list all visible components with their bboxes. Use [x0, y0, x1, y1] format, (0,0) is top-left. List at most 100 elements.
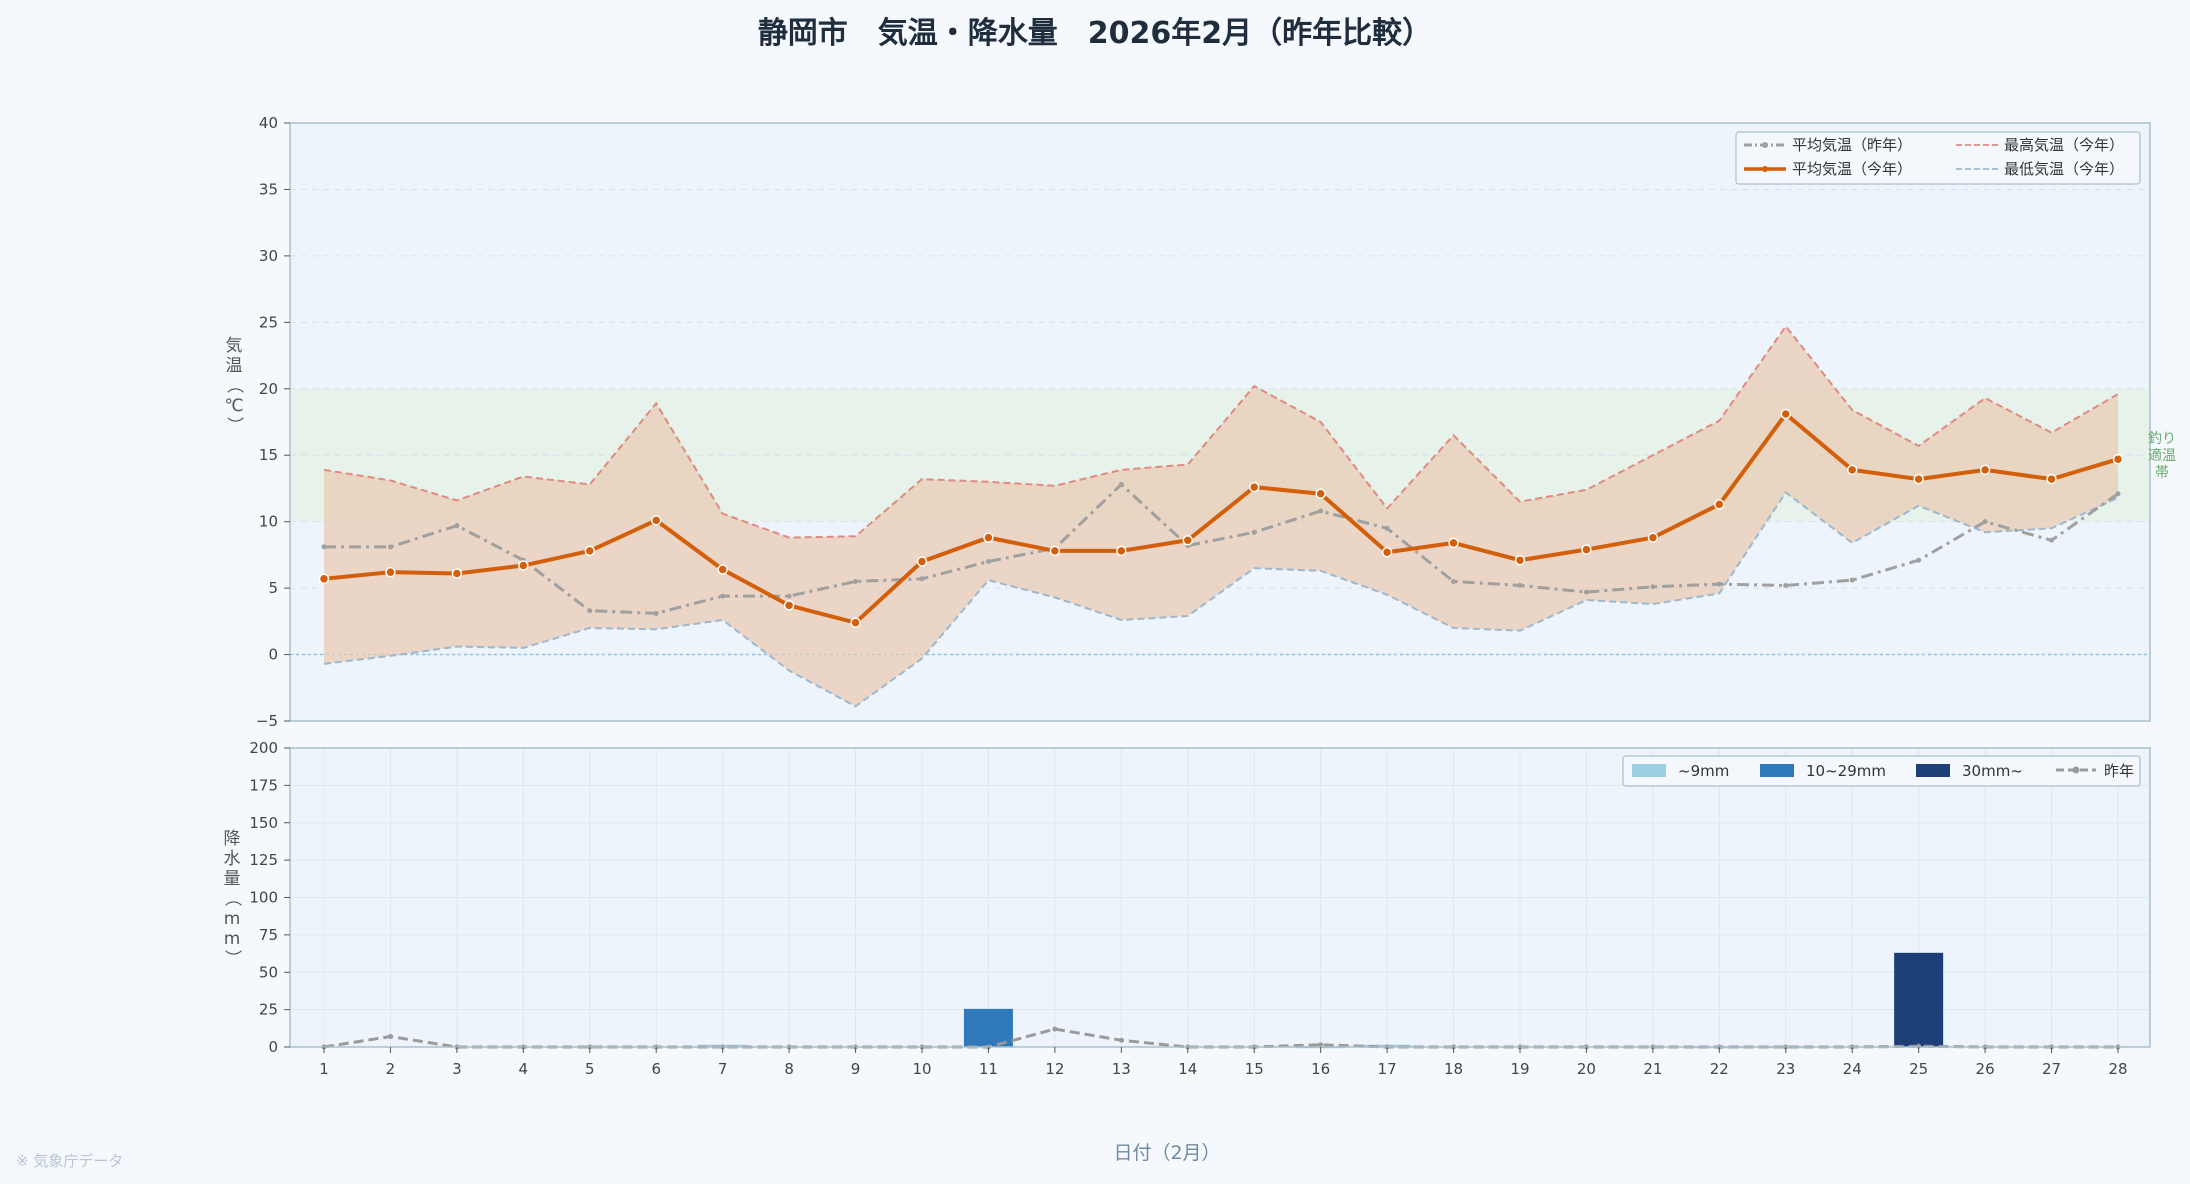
x-tick-label: 14 — [1178, 1060, 1197, 1078]
avg-temp-this-year-point — [916, 556, 928, 567]
avg-temp-last-year-point — [985, 559, 991, 565]
x-tick-label: 11 — [979, 1060, 998, 1078]
avg-temp-last-year-point — [2049, 537, 2055, 543]
avg-temp-this-year-point — [1248, 481, 1260, 493]
precip-last-year-point — [1318, 1042, 1324, 1048]
precip-last-year-point — [1118, 1037, 1124, 1043]
legend-swatch-marker — [1762, 166, 1768, 172]
precipitation-legend: ~9mm 10~29mm 30mm~ 昨年 — [1622, 755, 2141, 787]
avg-temp-this-year-point — [518, 560, 529, 571]
avg-temp-last-year-point — [387, 544, 393, 550]
avg-temp-this-year-point — [650, 515, 662, 526]
x-tick-label: 15 — [1245, 1060, 1264, 1078]
avg-temp-this-year-point — [717, 564, 728, 575]
x-tick-label: 28 — [2108, 1060, 2127, 1078]
temperature-legend: 平均気温（昨年） 平均気温（今年） 最高気温（今年） 最低気温（今年） — [1735, 131, 2141, 185]
legend-label: 最高気温（今年） — [2004, 136, 2124, 154]
x-tick-label: 25 — [1909, 1060, 1928, 1078]
temp-tick-label: 40 — [259, 114, 278, 132]
temp-tick-label: −5 — [256, 712, 278, 730]
x-tick-label: 12 — [1045, 1060, 1064, 1078]
temp-axis-label-char: ） — [224, 417, 244, 434]
legend-label: 最低気温（今年） — [2004, 160, 2124, 178]
fishing-band-label-line: 帯 — [2155, 465, 2169, 481]
temperature-frame — [289, 122, 2151, 722]
avg-temp-last-year-point — [1251, 529, 1257, 535]
avg-temp-this-year-point — [1116, 545, 1127, 557]
avg-temp-last-year-point — [1517, 582, 1523, 588]
temp-axis-label-char: （ — [224, 377, 244, 394]
rain-tick-label: 200 — [249, 739, 278, 757]
temp-tick-label: 30 — [259, 247, 278, 265]
x-tick-label: 17 — [1378, 1060, 1397, 1078]
rain-axis-label-char: （ — [222, 890, 242, 907]
rain-tick-label: 50 — [259, 963, 278, 981]
avg-temp-last-year-point — [2115, 491, 2121, 497]
avg-temp-this-year-point — [1448, 537, 1459, 549]
avg-temp-this-year-point — [1381, 546, 1393, 558]
legend-label: ~9mm — [1678, 762, 1729, 780]
temp-axis-label-char: 気 — [226, 336, 243, 356]
source-note: ※ 気象庁データ — [16, 1152, 124, 1170]
x-tick-label: 3 — [452, 1060, 462, 1078]
x-tick-label: 13 — [1112, 1060, 1131, 1078]
precipitation-legend-box — [1622, 755, 2141, 787]
temp-axis-label-char: ℃ — [224, 396, 243, 416]
precip-last-year-point — [387, 1034, 393, 1040]
rain-axis-label-char: 水 — [224, 849, 241, 869]
x-tick-label: 16 — [1311, 1060, 1330, 1078]
avg-temp-last-year-point — [1716, 581, 1722, 587]
avg-temp-last-year-point — [1118, 481, 1124, 487]
rain-tick-label: 175 — [249, 776, 278, 794]
avg-temp-last-year-point — [786, 593, 792, 599]
legend-label: 平均気温（今年） — [1792, 160, 1912, 178]
legend-label: 昨年 — [2104, 762, 2134, 780]
precip-bar — [963, 1008, 1013, 1047]
avg-temp-this-year-point — [1514, 554, 1526, 566]
avg-temp-last-year-point — [720, 593, 726, 599]
temp-axis-label: 気温（ ℃） — [224, 336, 244, 434]
avg-temp-this-year-point — [1846, 464, 1858, 476]
legend-swatch-marker — [2072, 766, 2080, 774]
x-tick-label: 1 — [319, 1060, 329, 1078]
x-tick-label: 19 — [1510, 1060, 1529, 1078]
legend-swatch — [1916, 764, 1950, 777]
avg-temp-this-year-point — [1714, 499, 1725, 510]
temp-tick-label: 25 — [259, 313, 278, 331]
fishing-band-label-line: 釣り — [2148, 431, 2176, 447]
avg-temp-last-year-point — [1451, 578, 1457, 584]
avg-temp-last-year-point — [1583, 589, 1589, 595]
x-tick-label: 20 — [1577, 1060, 1596, 1078]
x-tick-label: 2 — [386, 1060, 396, 1078]
x-tick-label: 4 — [519, 1060, 529, 1078]
x-tick-label: 10 — [912, 1060, 931, 1078]
x-tick-label: 26 — [1976, 1060, 1995, 1078]
rain-axis-label-char: 降 — [224, 829, 241, 849]
chart-title: 静岡市 気温・降水量 2026年2月（昨年比較） — [757, 16, 1433, 51]
avg-temp-last-year-point — [919, 576, 925, 582]
avg-temp-last-year-point — [1783, 582, 1789, 588]
avg-temp-last-year-point — [1916, 557, 1922, 563]
avg-temp-last-year-point — [1650, 584, 1656, 590]
avg-temp-this-year-point — [850, 617, 861, 628]
avg-temp-this-year-point — [1913, 473, 1924, 485]
x-tick-label: 24 — [1843, 1060, 1862, 1078]
precip-bar — [1894, 952, 1944, 1047]
avg-temp-this-year-point — [1780, 408, 1792, 420]
rain-tick-label: 125 — [249, 851, 278, 869]
x-tick-label: 9 — [851, 1060, 861, 1078]
rain-tick-label: 100 — [249, 889, 278, 907]
avg-temp-this-year-point — [1049, 545, 1061, 557]
max-temp-line — [323, 324, 2119, 539]
temperature-panel: −50510152025303540気温（℃）釣り適温帯平均気温（昨年）平均気温… — [224, 114, 2176, 730]
avg-temp-last-year-point — [1318, 508, 1324, 514]
rain-tick-label: 75 — [259, 926, 278, 944]
x-tick-label: 23 — [1776, 1060, 1795, 1078]
precip-last-year-point — [1052, 1026, 1058, 1032]
avg-temp-this-year-point — [1581, 544, 1592, 555]
temp-tick-label: 10 — [259, 513, 278, 531]
x-tick-label: 21 — [1643, 1060, 1662, 1078]
avg-temp-this-year-point — [783, 600, 795, 611]
